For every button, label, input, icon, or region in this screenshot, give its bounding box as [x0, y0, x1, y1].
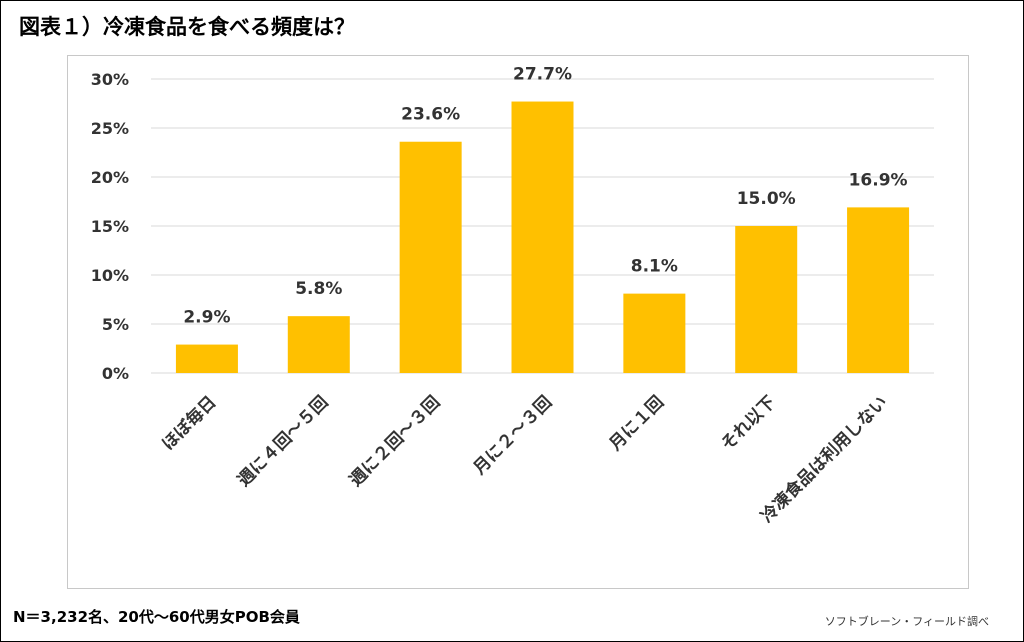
category-label: 週に４回〜５回: [234, 392, 332, 490]
bar: [735, 226, 798, 373]
data-label: 23.6%: [401, 105, 460, 125]
category-label: 月に１回: [605, 392, 668, 455]
bars: [175, 101, 910, 373]
bar: [511, 101, 574, 373]
bar: [623, 293, 686, 373]
bar-chart: 0% 5% 10% 15% 20% 25% 30% 2.9% 5.8% 23.6% 27.7% 8.…: [91, 65, 934, 527]
data-label: 27.7%: [513, 65, 572, 85]
bar: [287, 316, 350, 373]
bar: [399, 141, 462, 373]
y-tick-label: 0%: [102, 364, 129, 383]
y-tick-label: 5%: [102, 315, 129, 334]
chart-title: 図表１）冷凍食品を食べる頻度は？: [19, 15, 355, 39]
category-label: 月に２〜３回: [469, 392, 556, 479]
bar: [175, 344, 238, 373]
data-label: 16.9%: [849, 170, 908, 190]
data-label: 8.1%: [631, 257, 678, 277]
category-label: ほぼ毎日: [158, 392, 221, 455]
x-axis-categories: ほぼ毎日 週に４回〜５回 週に２回〜３回 月に２〜３回 月に１回 それ以下冷凍食品は利用し…: [158, 392, 892, 527]
bar: [847, 207, 910, 373]
category-label: 週に２回〜３回: [346, 392, 444, 490]
data-label: 15.0%: [737, 189, 796, 209]
y-tick-label: 15%: [91, 217, 129, 236]
data-label: 5.8%: [295, 279, 342, 299]
y-tick-label: 25%: [91, 119, 129, 138]
sample-note: N＝3,232名、20代〜60代男女POB会員: [13, 608, 300, 626]
data-label: 2.9%: [183, 308, 230, 328]
y-tick-label: 30%: [91, 70, 129, 89]
data-labels: 2.9% 5.8% 23.6% 27.7% 8.1% 15.0% 16.9%: [183, 65, 907, 328]
source-credit: ソフトブレーン・フィールド調べ: [824, 615, 989, 628]
y-tick-label: 10%: [91, 266, 129, 285]
y-axis-ticks: 0% 5% 10% 15% 20% 25% 30%: [91, 70, 129, 383]
category-label: 冷凍食品は利用しない: [757, 392, 892, 527]
plot-area: 0% 5% 10% 15% 20% 25% 30% 2.9% 5.8% 23.6% 27.7% 8.…: [67, 55, 969, 589]
y-tick-label: 20%: [91, 168, 129, 187]
category-label: それ以下: [718, 392, 780, 454]
